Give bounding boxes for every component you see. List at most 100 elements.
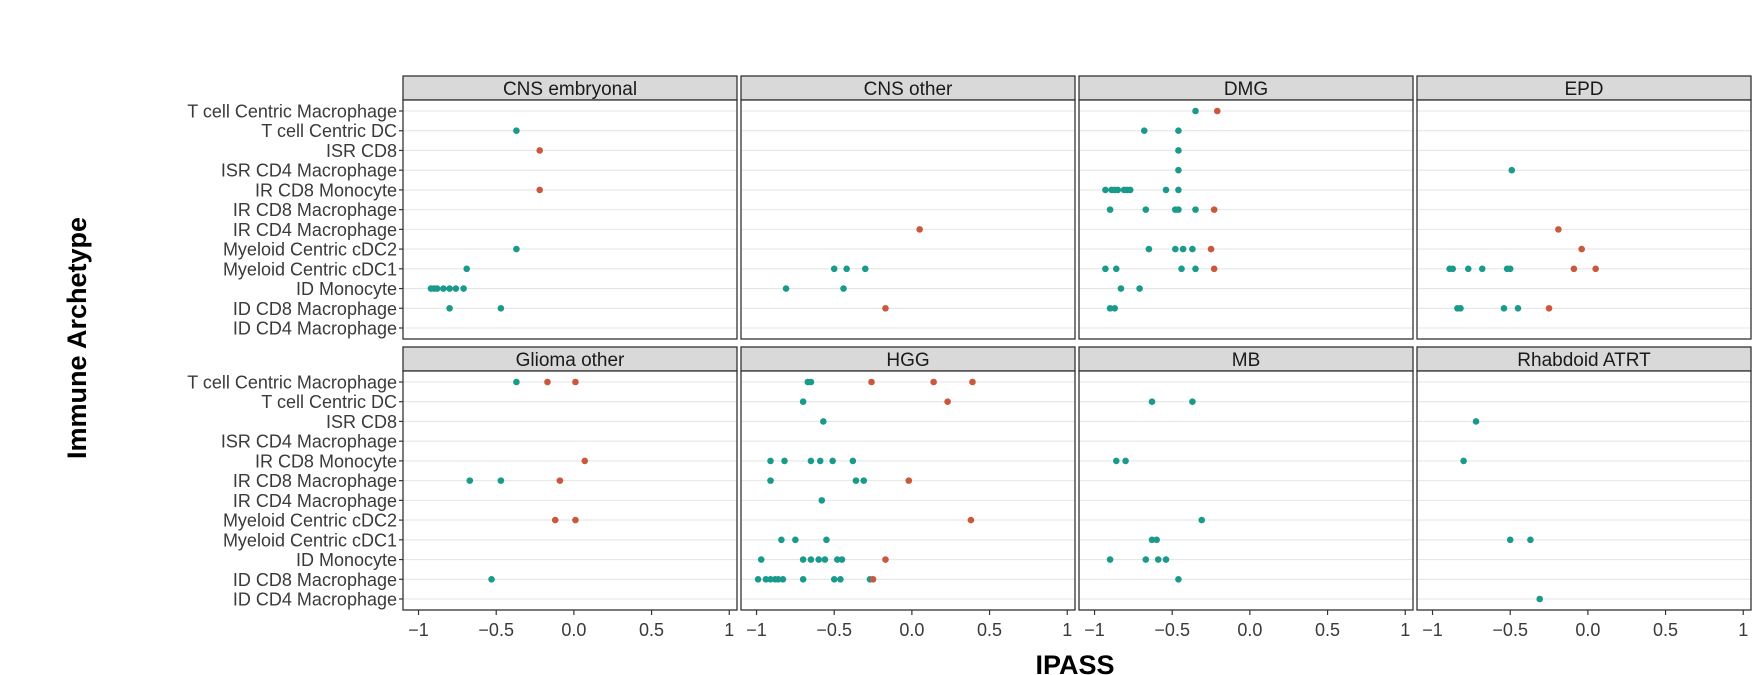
data-point — [1153, 536, 1160, 544]
panel-background — [1417, 100, 1751, 339]
x-tick-label: 0.5 — [977, 620, 1002, 640]
y-tick-label: ID Monocyte — [296, 550, 397, 570]
data-point — [754, 575, 762, 583]
data-point — [1192, 107, 1199, 115]
data-point — [882, 304, 889, 312]
data-point — [440, 285, 447, 292]
data-point — [1570, 265, 1578, 273]
data-point — [488, 575, 495, 583]
data-point — [1112, 457, 1120, 465]
data-point — [1111, 304, 1119, 312]
data-point — [762, 575, 770, 583]
x-tick-label: −1 — [1084, 620, 1105, 640]
data-point — [1175, 127, 1182, 135]
data-point — [1189, 245, 1196, 253]
data-point — [1106, 304, 1114, 312]
data-point — [1142, 206, 1150, 213]
data-point — [1175, 147, 1182, 154]
data-point — [513, 245, 520, 253]
strip-label: CNS embryonal — [503, 79, 637, 100]
data-point — [1106, 206, 1114, 213]
data-point — [838, 556, 846, 563]
data-point — [1175, 166, 1182, 174]
data-point — [1207, 245, 1215, 253]
data-point — [1142, 556, 1150, 563]
data-point — [1126, 186, 1134, 194]
y-tick-label: ID CD8 Macrophage — [233, 570, 397, 590]
data-point — [820, 418, 827, 425]
y-tick-label: ISR CD4 Macrophage — [221, 432, 397, 452]
data-point — [1464, 265, 1472, 273]
y-tick-label: IR CD8 Macrophage — [233, 471, 397, 491]
data-point — [572, 378, 579, 386]
data-point — [1178, 265, 1185, 273]
data-point — [1106, 556, 1114, 563]
data-point — [1136, 285, 1143, 292]
y-axis-title: Immune Archetype — [62, 217, 92, 459]
data-point — [1162, 186, 1170, 194]
y-tick-label: ISR CD8 — [326, 412, 397, 432]
panel-border — [1078, 99, 1414, 340]
x-tick-label: −1 — [746, 620, 767, 640]
data-point — [807, 378, 815, 386]
x-tick-label: 0.0 — [1575, 620, 1600, 640]
x-tick-label: −0.5 — [1154, 620, 1190, 640]
y-tick-label: T cell Centric Macrophage — [187, 373, 397, 393]
data-point — [1162, 556, 1170, 563]
data-point — [536, 186, 544, 194]
panel-background — [1417, 371, 1751, 610]
data-point — [767, 477, 774, 484]
data-point — [446, 285, 453, 292]
data-point — [1112, 265, 1120, 273]
y-tick-label: Myeloid Centric cDC1 — [223, 530, 397, 550]
data-point — [1189, 398, 1196, 406]
data-point — [757, 556, 765, 563]
panel-border — [402, 370, 738, 611]
y-tick-label: IR CD8 Monocyte — [255, 451, 397, 471]
data-point — [466, 477, 474, 484]
data-point — [1500, 304, 1508, 312]
panel-background — [741, 371, 1075, 610]
data-point — [799, 556, 807, 563]
data-point — [536, 147, 544, 154]
strip-glioma-other — [402, 346, 738, 372]
strip-label: EPD — [1564, 79, 1603, 100]
data-point — [452, 285, 460, 292]
y-tick-label: Myeloid Centric cDC1 — [223, 259, 397, 279]
data-point — [905, 477, 913, 484]
data-point — [916, 226, 923, 233]
data-point — [1449, 265, 1457, 273]
data-point — [869, 575, 877, 583]
panel-border — [740, 99, 1076, 340]
data-point — [1478, 265, 1486, 273]
data-point — [1472, 418, 1480, 425]
data-point — [497, 477, 505, 484]
data-point — [834, 556, 841, 563]
data-point — [860, 477, 868, 484]
data-point — [930, 378, 937, 386]
data-point — [818, 497, 826, 504]
panel-epd: EPD — [1416, 75, 1752, 340]
panel-border — [740, 370, 1076, 611]
data-point — [781, 457, 788, 465]
strip-label: Rhabdoid ATRT — [1517, 350, 1651, 371]
data-point — [513, 127, 520, 135]
data-point — [1148, 398, 1156, 406]
x-axis-title: IPASS — [1035, 650, 1114, 675]
y-tick-label: ID Monocyte — [296, 279, 397, 299]
panel-glioma-other: Glioma other — [402, 346, 738, 611]
y-tick-label: T cell Centric DC — [261, 392, 397, 412]
x-tick-label: 0.0 — [561, 620, 586, 640]
x-tick-label: −0.5 — [1492, 620, 1528, 640]
x-tick-label: 0.5 — [1315, 620, 1340, 640]
data-point — [821, 556, 829, 563]
data-point — [1175, 206, 1182, 213]
y-tick-label: T cell Centric DC — [261, 121, 397, 141]
y-tick-label: IR CD4 Macrophage — [233, 491, 397, 511]
x-tick-label: −1 — [408, 620, 429, 640]
x-tick-label: −1 — [1422, 620, 1443, 640]
x-tick-label: 1 — [1738, 620, 1748, 640]
strip-dmg — [1078, 75, 1414, 101]
